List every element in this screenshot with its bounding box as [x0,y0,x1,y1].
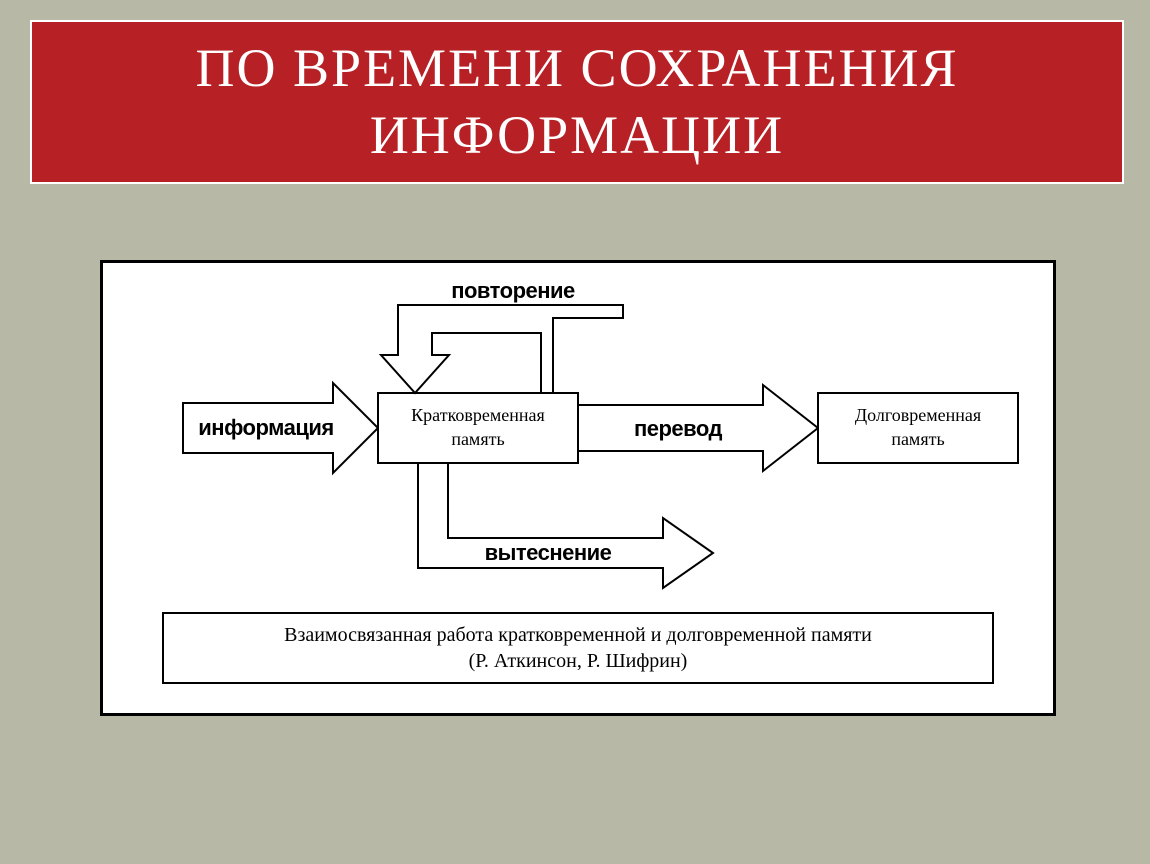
arrow-transfer-label: перевод [634,416,723,441]
memory-flowchart: информация Кратковременная память пов [103,263,1053,713]
node-short-term-line2: память [451,429,504,449]
node-long-term-memory: Долговременная память [818,393,1018,463]
diagram-frame: информация Кратковременная память пов [100,260,1056,716]
caption-box: Взаимосвязанная работа кратковременной и… [163,613,993,683]
arrow-displacement-label: вытеснение [485,540,612,565]
slide: ПО ВРЕМЕНИ СОХРАНЕНИЯ ИНФОРМАЦИИ информа… [0,0,1150,864]
node-long-term-line2: память [891,429,944,449]
arrow-displacement: вытеснение [418,463,713,588]
arrow-information: информация [183,383,378,473]
content-panel: информация Кратковременная память пов [30,200,1120,820]
arrow-transfer: перевод [578,385,818,471]
slide-title: ПО ВРЕМЕНИ СОХРАНЕНИЯ ИНФОРМАЦИИ [32,35,1122,170]
node-short-term-memory: Кратковременная память [378,393,578,463]
arrow-repetition: повторение [381,278,623,393]
node-long-term-line1: Долговременная [855,405,981,425]
node-short-term-line1: Кратковременная [411,405,545,425]
caption-line2: (Р. Аткинсон, Р. Шифрин) [469,650,688,672]
arrow-repetition-label: повторение [451,278,575,303]
title-banner: ПО ВРЕМЕНИ СОХРАНЕНИЯ ИНФОРМАЦИИ [30,20,1124,184]
caption-line1: Взаимосвязанная работа кратковременной и… [284,624,872,646]
arrow-information-label: информация [198,415,333,440]
